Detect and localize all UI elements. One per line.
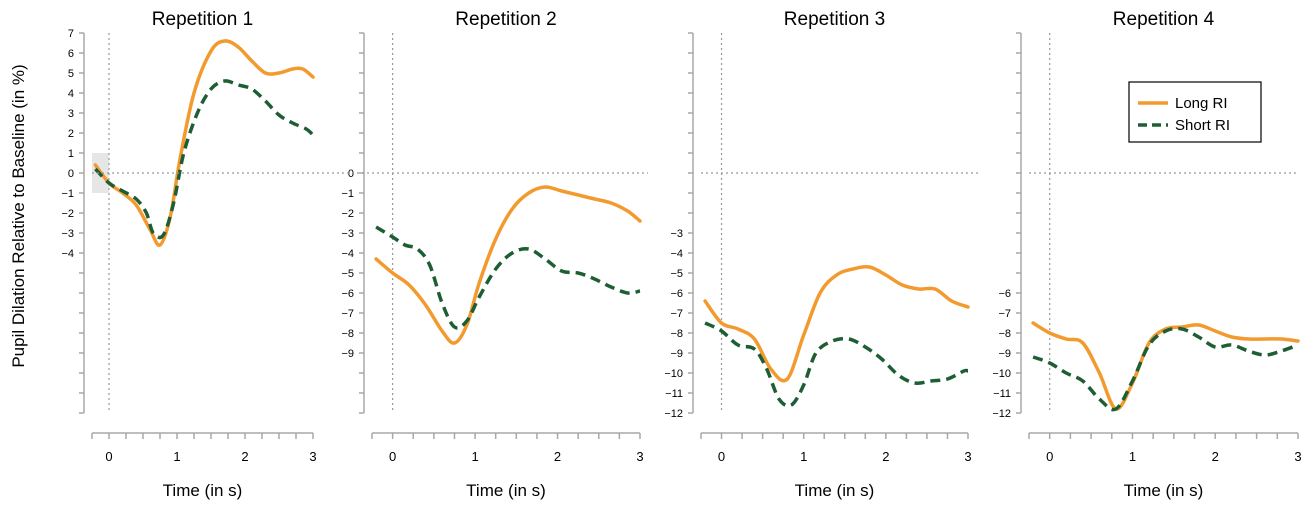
series-line-short-ri [375, 225, 641, 330]
x-tick-label: 1 [800, 449, 807, 464]
y-tick-label: −8 [341, 328, 354, 340]
y-tick-label: −10 [992, 368, 1011, 380]
y-tick-label: −9 [341, 348, 354, 360]
x-tick-label: 3 [636, 449, 643, 464]
y-tick-label: −9 [998, 348, 1011, 360]
y-tick-label: −6 [341, 288, 354, 300]
y-tick-label: 7 [68, 28, 74, 40]
y-tick-label: −7 [341, 308, 354, 320]
x-tick-label: 1 [471, 449, 478, 464]
y-tick-label: −3 [670, 228, 683, 240]
y-tick-label: −11 [665, 388, 683, 400]
x-tick-label: 2 [882, 449, 889, 464]
legend-box [1128, 81, 1262, 143]
series-line-long-ri [374, 185, 642, 345]
panel-title: Repetition 3 [784, 9, 885, 30]
x-axis-label: Time (in s) [466, 481, 546, 500]
panel-title: Repetition 4 [1113, 9, 1215, 30]
y-tick-label: −11 [993, 388, 1011, 400]
x-tick-label: 2 [1212, 449, 1219, 464]
x-tick-label: 0 [105, 449, 112, 464]
y-tick-label: −5 [670, 268, 683, 280]
x-tick-label: 0 [1046, 449, 1053, 464]
x-tick-label: 3 [309, 449, 316, 464]
panel-title: Repetition 2 [455, 9, 556, 30]
y-tick-label: −6 [998, 288, 1011, 300]
series-line-long-ri [1031, 321, 1300, 411]
y-tick-label: 2 [68, 128, 74, 140]
y-tick-label: 5 [68, 68, 74, 80]
y-tick-label: −12 [664, 408, 683, 420]
x-tick-label: 0 [718, 449, 725, 464]
x-axis-label: Time (in s) [1124, 481, 1204, 500]
y-tick-label: −7 [998, 308, 1011, 320]
y-tick-label: −8 [998, 328, 1011, 340]
y-tick-label: 6 [68, 48, 74, 60]
y-tick-label: −1 [61, 188, 74, 200]
y-tick-label: −5 [341, 268, 354, 280]
y-tick-label: 3 [68, 108, 74, 120]
y-tick-label: −1 [341, 188, 354, 200]
y-tick-label: 4 [68, 88, 74, 100]
legend-label: Short RI [1175, 117, 1230, 134]
x-tick-label: 0 [389, 449, 396, 464]
y-tick-label: −10 [664, 368, 683, 380]
y-tick-label: −7 [670, 308, 683, 320]
y-tick-label: −8 [670, 328, 683, 340]
x-tick-label: 3 [964, 449, 971, 464]
series-line-short-ri [704, 321, 969, 408]
x-axis-label: Time (in s) [795, 481, 875, 500]
x-tick-label: 1 [173, 449, 180, 464]
series-line-short-ri [94, 79, 315, 240]
x-tick-label: 2 [554, 449, 561, 464]
legend-label: Long RI [1175, 95, 1228, 112]
y-tick-label: −4 [61, 248, 74, 260]
series-line-long-ri [93, 39, 315, 247]
y-tick-label: −12 [992, 408, 1011, 420]
y-tick-label: 0 [348, 168, 354, 180]
y-tick-label: 0 [68, 168, 74, 180]
x-tick-label: 3 [1294, 449, 1301, 464]
series-line-short-ri [1032, 326, 1299, 412]
panel-title: Repetition 1 [152, 9, 253, 30]
x-axis-label: Time (in s) [163, 481, 243, 500]
series-line-long-ri [703, 264, 970, 383]
y-tick-label: 1 [68, 148, 74, 160]
y-tick-label: −4 [670, 248, 683, 260]
y-axis-label: Pupil Dilation Relative to Baseline (in … [9, 64, 28, 367]
y-tick-label: −2 [61, 208, 74, 220]
x-tick-label: 1 [1129, 449, 1136, 464]
x-tick-label: 2 [241, 449, 248, 464]
y-tick-label: −2 [341, 208, 354, 220]
y-tick-label: −3 [61, 228, 74, 240]
y-tick-label: −3 [341, 228, 354, 240]
y-tick-label: −6 [670, 288, 683, 300]
y-tick-label: −9 [670, 348, 683, 360]
y-tick-label: −4 [341, 248, 354, 260]
